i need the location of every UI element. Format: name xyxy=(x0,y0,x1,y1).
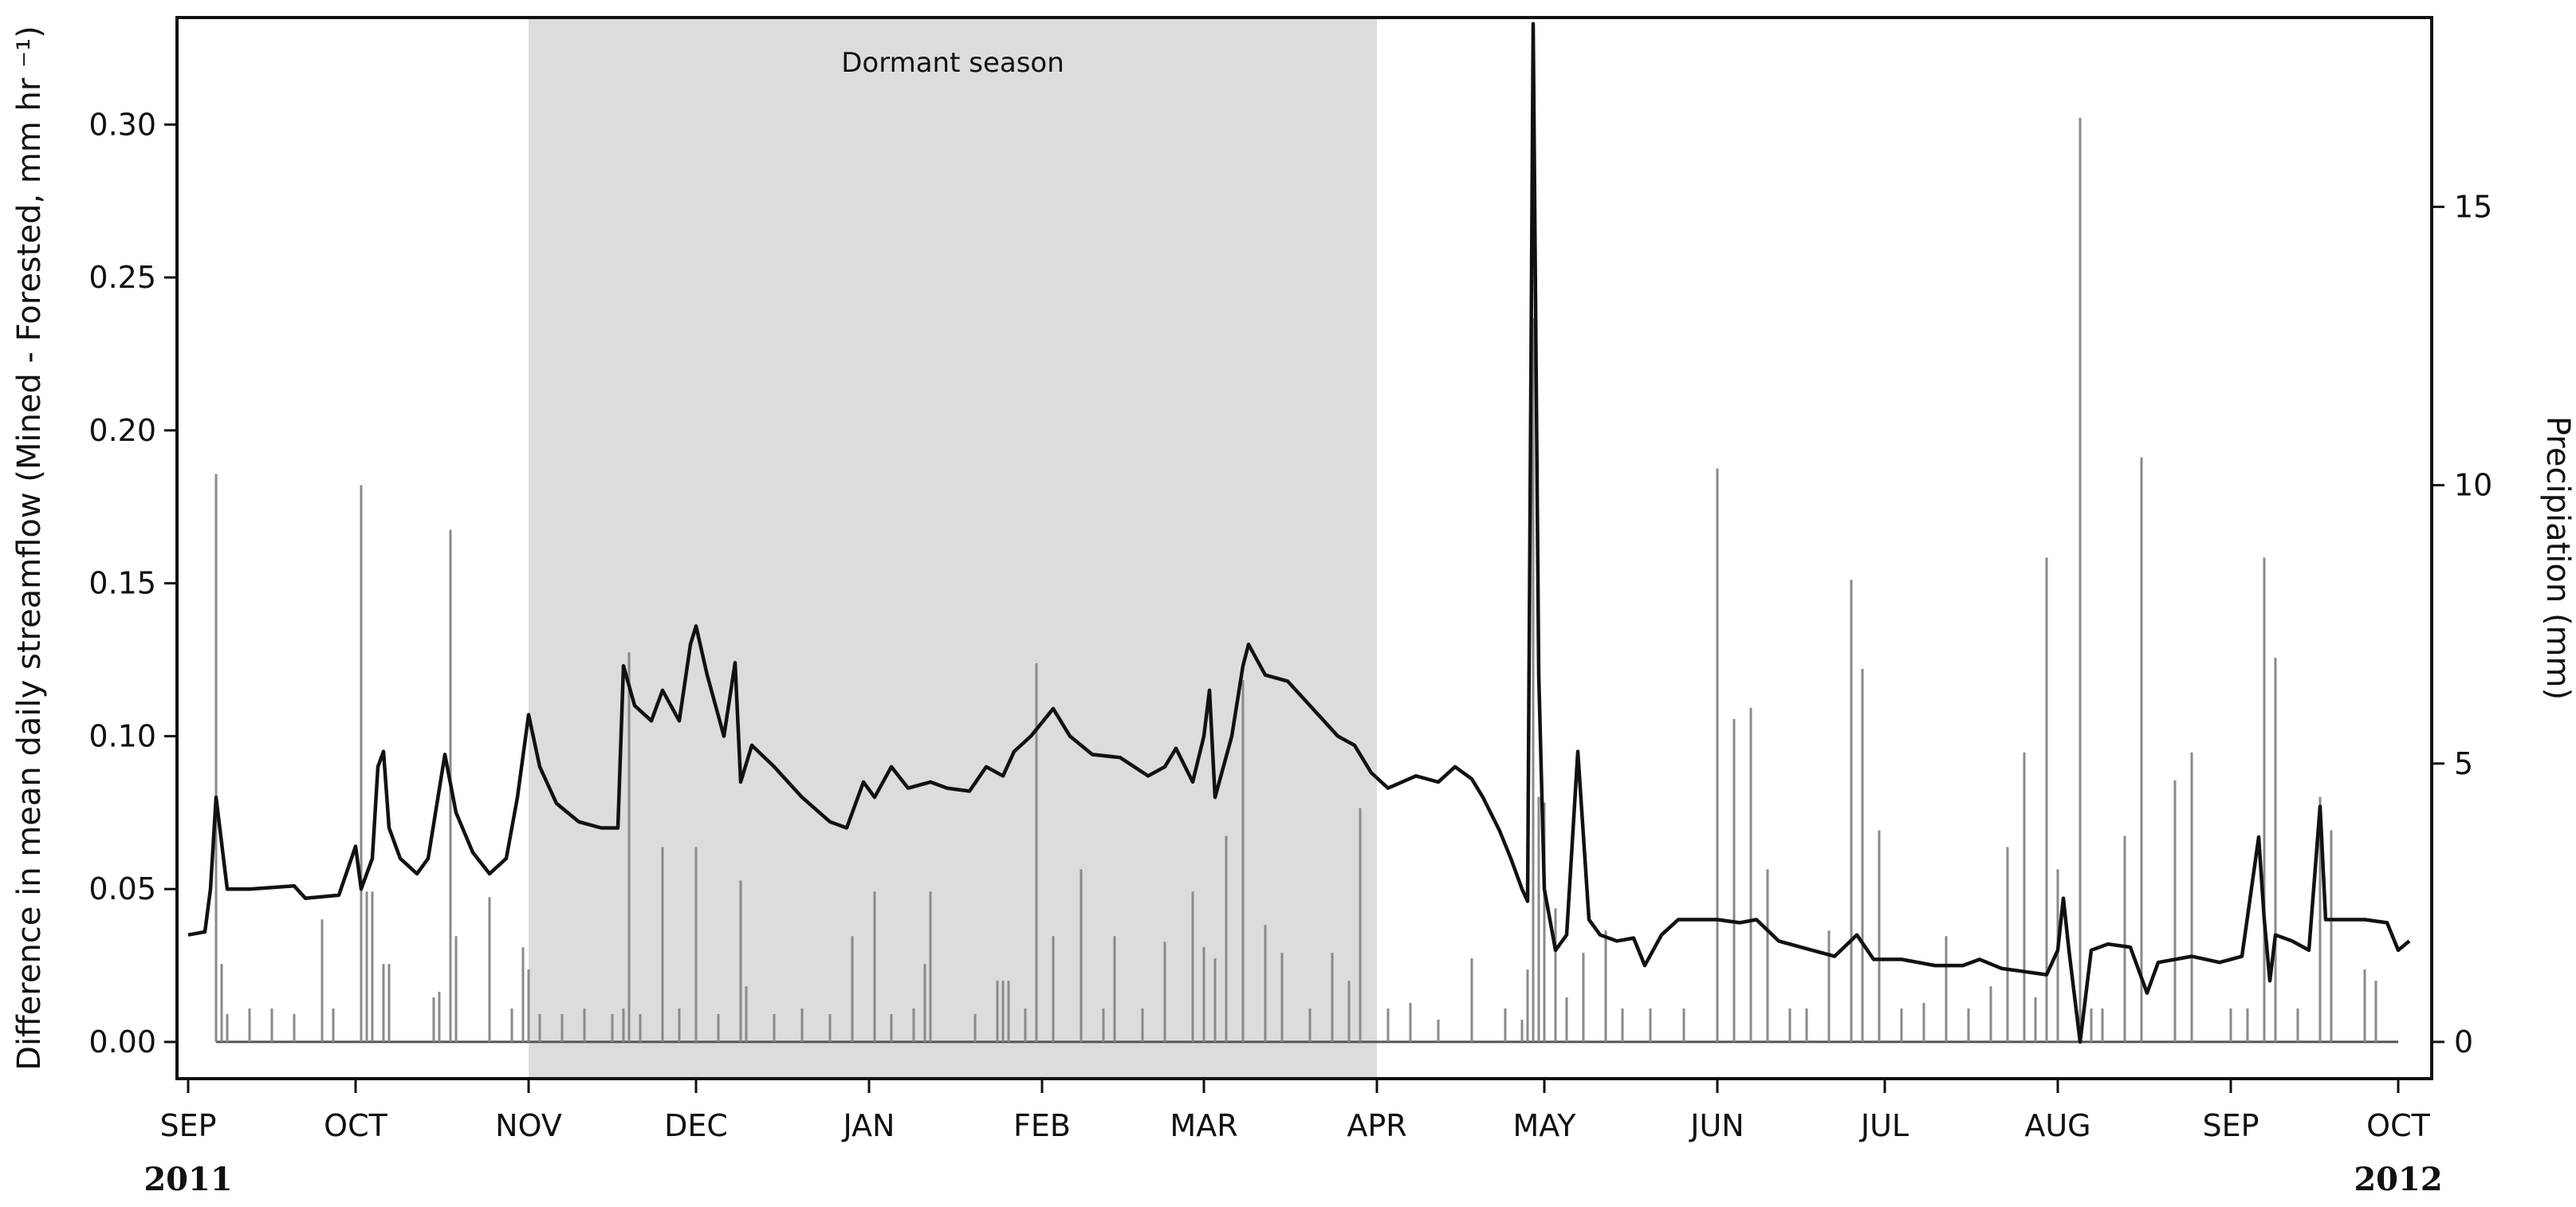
y-tick-label: 0.05 xyxy=(88,871,156,906)
x-tick-label: NOV xyxy=(495,1108,562,1143)
x-tick-label: JUL xyxy=(1859,1108,1909,1143)
year-label: 2011 xyxy=(144,1161,232,1198)
x-tick-label: OCT xyxy=(2366,1108,2430,1143)
y-tick-label: 0.10 xyxy=(88,718,156,753)
dormant-season-band xyxy=(529,18,1377,1079)
x-tick-label: MAY xyxy=(1512,1108,1576,1143)
y2-tick-label: 15 xyxy=(2454,189,2492,224)
x-tick-label: MAR xyxy=(1170,1108,1237,1143)
y-tick-label: 0.25 xyxy=(88,260,156,295)
y-tick-label: 0.30 xyxy=(88,107,156,142)
y-tick-label: 0.00 xyxy=(88,1024,156,1060)
x-tick-label: JUN xyxy=(1689,1108,1744,1143)
y-tick-label: 0.15 xyxy=(88,566,156,601)
x-tick-label: JAN xyxy=(842,1108,895,1143)
dormant-season-layer: Dormant season xyxy=(529,18,1377,1079)
x-tick-label: FEB xyxy=(1013,1108,1071,1143)
precipitation-series xyxy=(214,117,2398,1044)
plot-frame xyxy=(175,16,2433,1080)
axes: 0.00 0.05 0.10 0.15 0.20 0.25 0.30 0 5 10 15 SEP OCT… xyxy=(88,107,2492,1198)
x-tick-label: APR xyxy=(1347,1108,1406,1143)
y2-tick-label: 10 xyxy=(2454,468,2492,503)
x-tick-label: DEC xyxy=(664,1108,728,1143)
y2-axis-title: Precipiation (mm) xyxy=(2539,416,2576,700)
y-axis-title: Difference in mean daily streamflow (Min… xyxy=(11,26,48,1071)
streamflow-series xyxy=(187,22,2411,1044)
x-tick-label: SEP xyxy=(2202,1108,2259,1143)
streamflow-line xyxy=(187,22,2411,1044)
dormant-season-label: Dormant season xyxy=(841,47,1064,79)
y2-tick-label: 5 xyxy=(2454,746,2473,781)
y2-tick-label: 0 xyxy=(2454,1024,2473,1060)
year-label: 2012 xyxy=(2354,1161,2442,1198)
y-tick-label: 0.20 xyxy=(88,413,156,448)
x-tick-label: AUG xyxy=(2024,1108,2090,1143)
x-tick-label: SEP xyxy=(159,1108,216,1143)
x-tick-label: OCT xyxy=(324,1108,387,1143)
